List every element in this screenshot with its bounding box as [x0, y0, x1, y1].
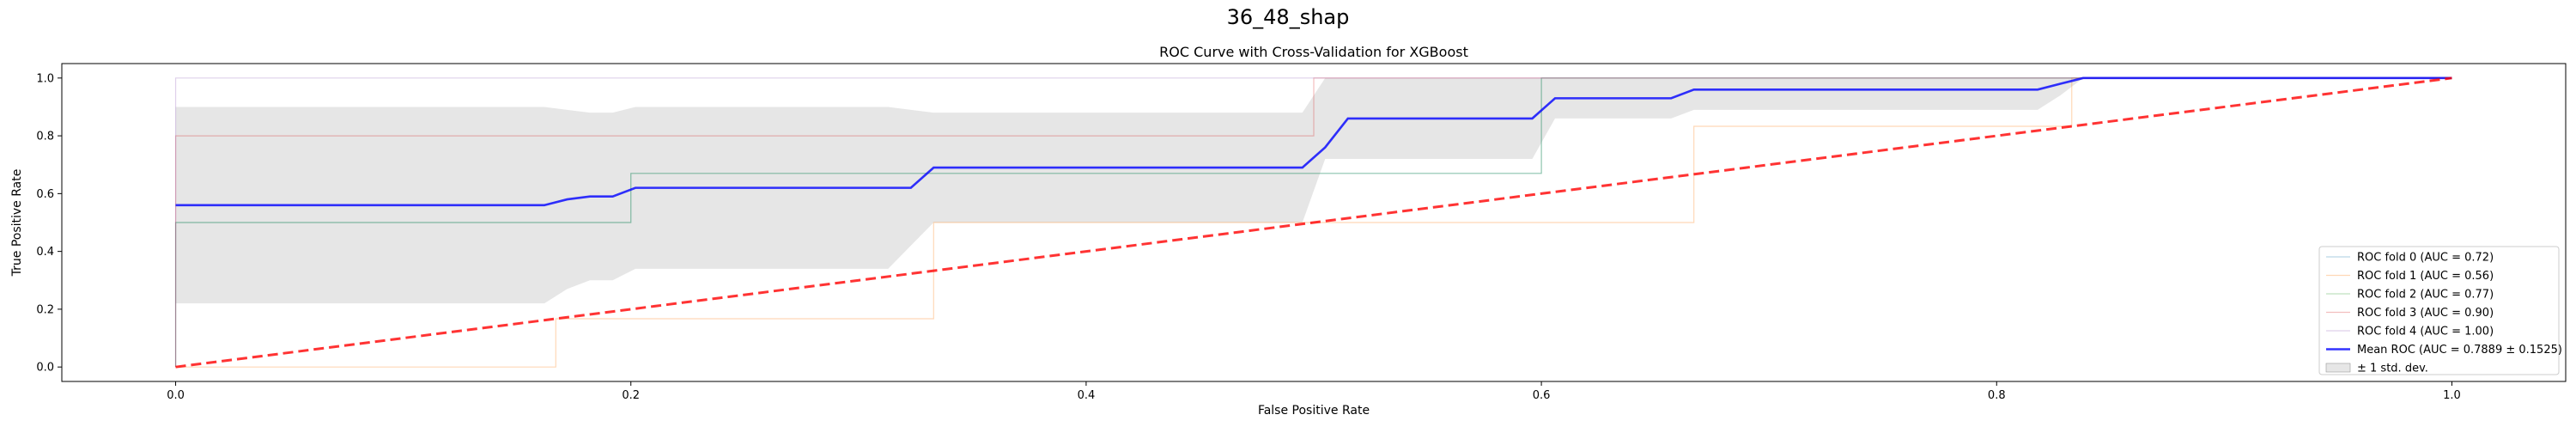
y-tick-label: 0.2	[36, 303, 54, 316]
y-tick-label: 1.0	[36, 72, 54, 85]
x-tick-label: 0.0	[167, 389, 185, 402]
legend-label: ROC fold 3 (AUC = 0.90)	[2357, 307, 2494, 320]
legend-label: ROC fold 4 (AUC = 1.00)	[2357, 326, 2494, 338]
plot-layer: 0.0 0.2 0.4 0.6 0.8 1.0 0.0 0.2 0.4 0.6 0.8 1.0 ROC …	[36, 63, 2567, 402]
x-tick-label: 0.8	[1988, 389, 2006, 402]
std-dev-band	[175, 77, 2452, 304]
roc-fold-4-line	[174, 77, 2452, 368]
legend-label: ± 1 std. dev.	[2357, 363, 2428, 375]
chart-title: ROC Curve with Cross-Validation for XGBo…	[1159, 44, 1468, 60]
figure-suptitle: 36_48_shap	[1227, 5, 1350, 29]
roc-fold-3-line	[174, 77, 2452, 368]
x-tick-label: 0.6	[1533, 389, 1551, 402]
x-tick-label: 0.2	[622, 389, 640, 402]
chance-line	[175, 76, 2452, 369]
y-tick-label: 0.8	[36, 131, 54, 143]
plot-frame	[61, 63, 2567, 382]
legend-label: ROC fold 0 (AUC = 0.72)	[2357, 252, 2494, 265]
y-tick-label: 0.0	[36, 362, 54, 375]
y-axis-label: True Positive Rate	[10, 169, 24, 277]
legend-label: ROC fold 2 (AUC = 0.77)	[2357, 289, 2494, 302]
x-axis-label: False Positive Rate	[1258, 404, 1370, 418]
legend-label: ROC fold 1 (AUC = 0.56)	[2357, 270, 2494, 283]
x-tick-label: 0.4	[1078, 389, 1096, 402]
mean-roc-line	[175, 76, 2452, 207]
roc-fold-2-line	[174, 77, 2452, 368]
legend-box	[2318, 246, 2560, 375]
legend-swatch	[2325, 363, 2351, 373]
legend: ROC fold 0 (AUC = 0.72) ROC fold 1 (AUC =…	[2318, 246, 2562, 375]
roc-fold-0-line	[174, 77, 2452, 368]
legend-label: Mean ROC (AUC = 0.7889 ± 0.1525)	[2357, 344, 2562, 357]
y-tick-label: 0.4	[36, 246, 54, 259]
x-tick-label: 1.0	[2443, 389, 2461, 402]
y-tick-label: 0.6	[36, 188, 54, 201]
